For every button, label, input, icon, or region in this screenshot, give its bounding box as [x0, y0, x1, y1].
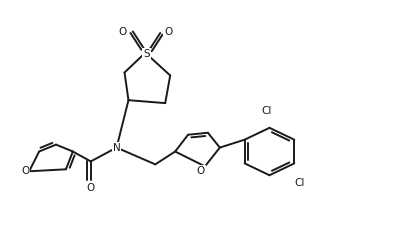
- Text: O: O: [164, 27, 172, 37]
- Text: S: S: [143, 49, 150, 59]
- Text: Cl: Cl: [261, 106, 272, 116]
- Text: Cl: Cl: [294, 178, 305, 188]
- Text: O: O: [86, 183, 95, 193]
- Text: O: O: [21, 166, 29, 176]
- Text: O: O: [118, 27, 127, 37]
- Text: O: O: [197, 166, 205, 176]
- Text: N: N: [113, 143, 120, 153]
